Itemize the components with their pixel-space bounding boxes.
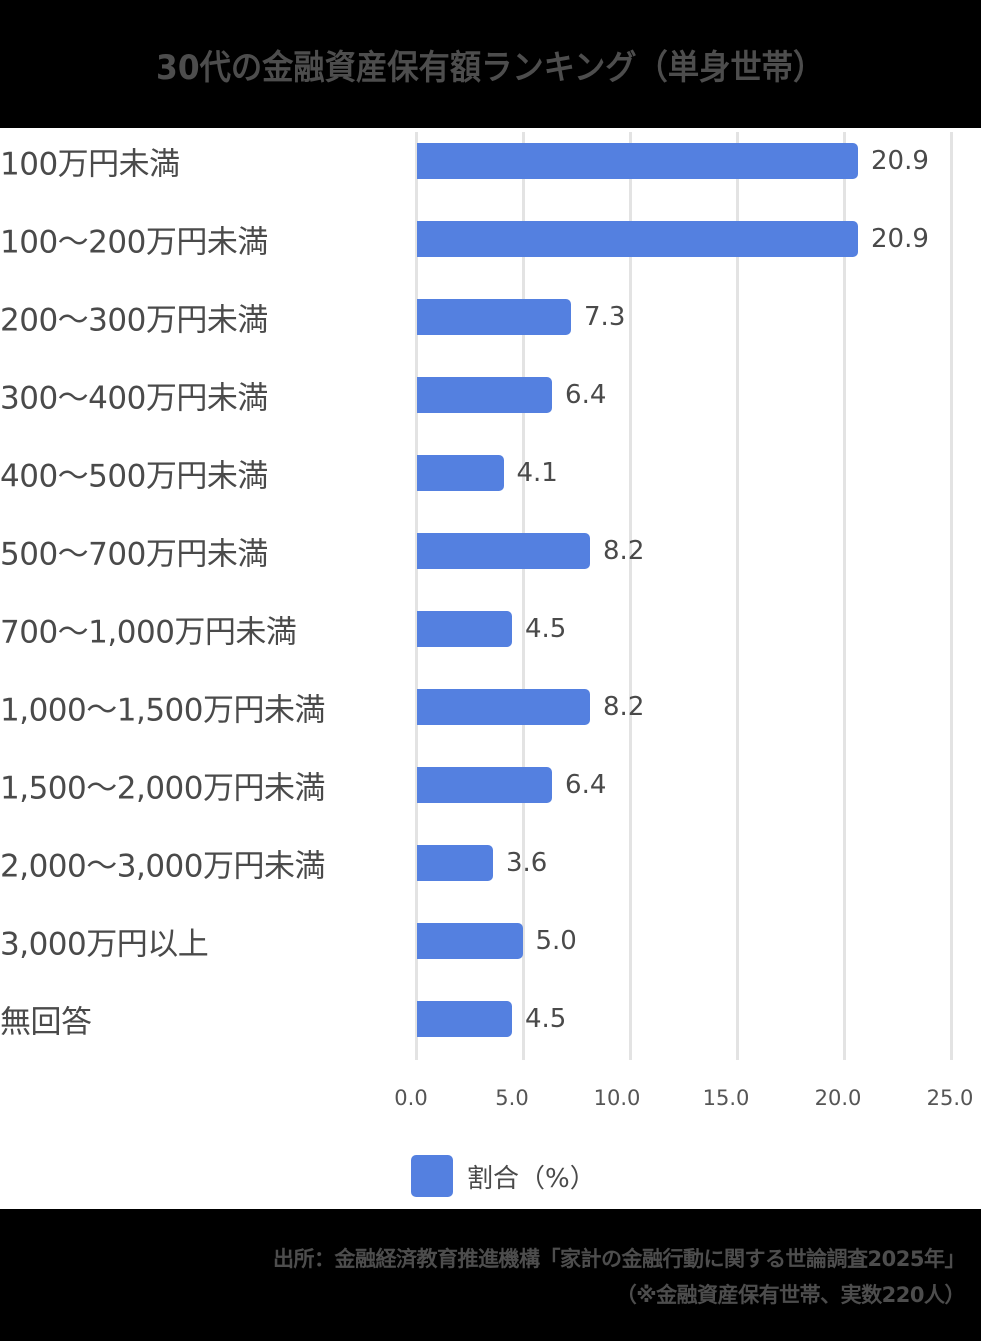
- chart-legend: 割合（%）: [411, 1155, 596, 1197]
- source-text: 出所：金融経済教育推進機構「家計の金融行動に関する世論調査2025年」: [273, 1247, 965, 1271]
- value-label: 8.2: [603, 692, 645, 722]
- category-label: 2,000〜3,000万円未満: [0, 848, 326, 885]
- x-tick-label: 15.0: [702, 1086, 750, 1110]
- category-label: 無回答: [0, 1004, 92, 1041]
- bar: [417, 689, 591, 725]
- category-label: 700〜1,000万円未満: [0, 614, 297, 651]
- category-label: 100〜200万円未満: [0, 224, 268, 261]
- bar: [417, 923, 523, 959]
- chart-plot-area: 100万円未満 20.9 100〜200万円未満 20.9 200〜300万円未…: [0, 128, 981, 1209]
- bar-row: 1,000〜1,500万円未満 8.2: [0, 689, 981, 729]
- bar-row: 700〜1,000万円未満 4.5: [0, 611, 981, 651]
- gridline-10: [629, 132, 632, 1060]
- value-label: 4.5: [524, 614, 567, 644]
- source-band: 出所：金融経済教育推進機構「家計の金融行動に関する世論調査2025年」 （※金融…: [0, 1209, 981, 1341]
- bar-row: 200〜300万円未満 7.3: [0, 299, 981, 339]
- bar-row: 100万円未満 20.9: [0, 143, 981, 183]
- chart-title: 30代の金融資産保有額ランキング（単身世帯）: [156, 47, 825, 88]
- x-tick-label: 10.0: [593, 1086, 641, 1110]
- value-label: 3.6: [505, 848, 548, 878]
- value-label: 20.9: [870, 146, 929, 176]
- bar: [417, 455, 504, 491]
- value-label: 6.4: [565, 770, 607, 800]
- category-label: 500〜700万円未満: [0, 536, 268, 573]
- bar: [417, 143, 858, 179]
- bar: [417, 533, 591, 569]
- bar-row: 100〜200万円未満 20.9: [0, 221, 981, 261]
- x-tick-label: 25.0: [926, 1086, 974, 1110]
- bar: [417, 299, 572, 335]
- bar: [417, 767, 553, 803]
- source-note: （※金融資産保有世帯、実数220人）: [615, 1283, 966, 1307]
- gridline-25: [950, 132, 953, 1060]
- bar-row: 500〜700万円未満 8.2: [0, 533, 981, 573]
- legend-swatch-icon: [411, 1155, 453, 1197]
- bar: [417, 611, 512, 647]
- gridline-5: [522, 132, 525, 1060]
- gridline-0: [415, 132, 418, 1060]
- title-band: 30代の金融資産保有額ランキング（単身世帯）: [0, 0, 981, 128]
- gridline-15: [736, 132, 739, 1060]
- value-label: 6.4: [565, 380, 607, 410]
- category-label: 1,000〜1,500万円未満: [0, 692, 326, 729]
- category-label: 100万円未満: [0, 146, 180, 183]
- bar-row: 3,000万円以上 5.0: [0, 923, 981, 963]
- bar-row: 2,000〜3,000万円未満 3.6: [0, 845, 981, 885]
- gridline-20: [843, 132, 846, 1060]
- category-label: 300〜400万円未満: [0, 380, 268, 417]
- category-label: 200〜300万円未満: [0, 302, 268, 339]
- bar: [417, 221, 858, 257]
- bar-row: 1,500〜2,000万円未満 6.4: [0, 767, 981, 807]
- bar: [417, 377, 553, 413]
- x-tick-label: 5.0: [495, 1086, 529, 1110]
- x-tick-label: 0.0: [394, 1086, 428, 1110]
- value-label: 20.9: [870, 224, 929, 254]
- value-label: 8.2: [603, 536, 645, 566]
- category-label: 400〜500万円未満: [0, 458, 268, 495]
- bar-row: 400〜500万円未満 4.1: [0, 455, 981, 495]
- bar: [417, 845, 493, 881]
- value-label: 4.5: [524, 1004, 567, 1034]
- x-tick-label: 20.0: [814, 1086, 862, 1110]
- value-label: 7.3: [584, 302, 626, 332]
- bar-row: 無回答 4.5: [0, 1001, 981, 1041]
- category-label: 3,000万円以上: [0, 926, 209, 963]
- legend-label: 割合（%）: [467, 1163, 596, 1194]
- bar-row: 300〜400万円未満 6.4: [0, 377, 981, 417]
- bar: [417, 1001, 512, 1037]
- value-label: 4.1: [516, 458, 558, 488]
- category-label: 1,500〜2,000万円未満: [0, 770, 326, 807]
- value-label: 5.0: [535, 926, 577, 956]
